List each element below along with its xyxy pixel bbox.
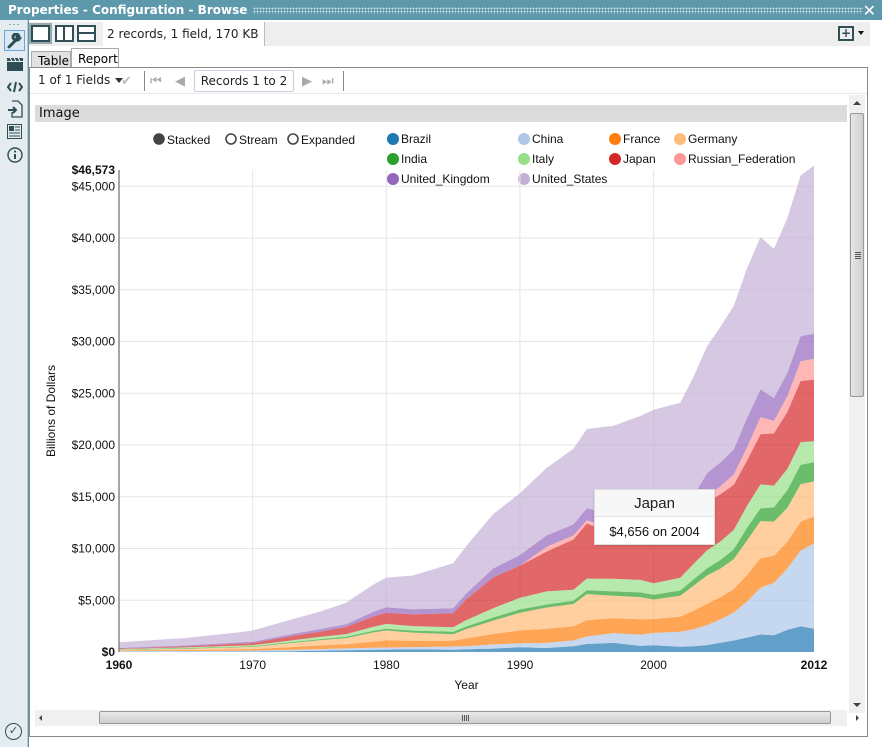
wrench-icon[interactable] xyxy=(4,30,25,51)
horizontal-scrollbar[interactable] xyxy=(35,710,859,726)
legend-swatch-brazil[interactable] xyxy=(387,133,399,145)
legend-label-italy[interactable]: Italy xyxy=(532,152,554,166)
stacked-view-button[interactable] xyxy=(77,25,96,42)
main-panel: 2 records, 1 field, 170 KB + Table Repor… xyxy=(29,20,882,747)
last-record-icon[interactable]: ⏭ xyxy=(322,74,334,89)
add-dropdown-caret[interactable] xyxy=(858,31,864,35)
legend-label-china[interactable]: China xyxy=(532,132,564,146)
area-united_states[interactable] xyxy=(119,165,814,648)
check-circle-icon: ✓ xyxy=(5,723,22,740)
chevron-down-icon xyxy=(115,78,124,83)
x-tick-label: 1960 xyxy=(106,658,133,672)
title-grip xyxy=(253,7,864,14)
legend-label-germany[interactable]: Germany xyxy=(688,132,737,146)
fields-label: 1 of 1 Fields xyxy=(38,73,111,87)
legend-swatch-russian_federation[interactable] xyxy=(674,153,686,165)
x-tick-label: 2000 xyxy=(640,658,667,672)
y-tick-label: $25,000 xyxy=(72,386,116,400)
mode-radio-stacked[interactable] xyxy=(153,133,165,145)
stacked-area-chart: Stacked Stream Expanded Brazil China France G… xyxy=(44,132,828,692)
legend-label-brazil[interactable]: Brazil xyxy=(401,132,431,146)
document-icon[interactable] xyxy=(4,121,25,142)
window-title-bar[interactable]: Properties - Configuration - Browse xyxy=(0,0,882,20)
mode-label: Stream xyxy=(239,133,278,147)
scroll-right-icon[interactable] xyxy=(856,715,859,721)
x-tick-label: 1980 xyxy=(373,658,400,672)
records-range[interactable]: Records 1 to 2 xyxy=(194,70,294,92)
legend-swatch-japan[interactable] xyxy=(609,153,621,165)
left-sidebar: ✓ xyxy=(0,20,28,747)
divider xyxy=(343,71,344,91)
side-by-side-button[interactable] xyxy=(55,25,74,42)
fields-dropdown[interactable]: 1 of 1 Fields xyxy=(38,73,124,87)
y-tick-label: $5,000 xyxy=(78,593,115,607)
close-icon[interactable]: ✕ xyxy=(862,1,876,20)
report-panel: 1 of 1 Fields ✔ ⏮ ◀ Records 1 to 2 ▶ ⏭ I… xyxy=(29,67,868,737)
code-icon[interactable] xyxy=(4,76,25,97)
chart-tooltip: Japan $4,656 on 2004 xyxy=(594,489,715,545)
legend-label-united_kingdom[interactable]: United_Kingdom xyxy=(401,172,490,186)
y-tick-label: $0 xyxy=(102,645,116,659)
mode-label: Expanded xyxy=(301,133,355,147)
y-tick-label: $20,000 xyxy=(72,438,116,452)
y-max-label: $46,573 xyxy=(72,163,116,177)
y-axis-label: Billions of Dollars xyxy=(44,365,58,457)
scroll-left-icon[interactable] xyxy=(39,715,42,721)
legend-swatch-united_states[interactable] xyxy=(518,173,530,185)
vertical-scrollbar[interactable] xyxy=(849,95,865,713)
x-axis-label: Year xyxy=(454,678,478,692)
import-icon[interactable] xyxy=(4,98,25,119)
tooltip-value: $4,656 on 2004 xyxy=(609,524,700,539)
sidebar-grip[interactable] xyxy=(8,23,20,26)
single-pane-button[interactable] xyxy=(31,25,50,42)
area-brazil[interactable] xyxy=(119,626,814,652)
tab-table[interactable]: Table xyxy=(31,51,71,68)
mode-label: Stacked xyxy=(167,133,210,147)
next-record-icon[interactable]: ▶ xyxy=(302,74,312,89)
mode-radio-expanded[interactable] xyxy=(287,133,299,145)
report-content: Image Stacked Stream Expanded Brazil China F… xyxy=(35,100,847,740)
y-tick-label: $15,000 xyxy=(72,490,116,504)
area-germany[interactable] xyxy=(119,481,814,651)
legend-label-france[interactable]: France xyxy=(623,132,661,146)
divider xyxy=(144,71,145,91)
legend-swatch-italy[interactable] xyxy=(518,153,530,165)
scroll-up-icon[interactable] xyxy=(853,101,861,105)
horizontal-scroll-thumb[interactable] xyxy=(99,711,831,724)
legend-swatch-france[interactable] xyxy=(609,133,621,145)
x-tick-label: 1990 xyxy=(507,658,534,672)
check-icon[interactable]: ✔ xyxy=(121,74,132,89)
y-tick-label: $35,000 xyxy=(72,283,116,297)
mode-radio-stream[interactable] xyxy=(225,133,237,145)
y-tick-label: $30,000 xyxy=(72,335,116,349)
legend-swatch-germany[interactable] xyxy=(674,133,686,145)
x-tick-label: 2012 xyxy=(801,658,828,672)
add-window-icon[interactable]: + xyxy=(838,26,854,41)
legend-swatch-china[interactable] xyxy=(518,133,530,145)
y-tick-label: $10,000 xyxy=(72,542,116,556)
clapperboard-icon[interactable] xyxy=(4,53,25,74)
previous-record-icon[interactable]: ◀ xyxy=(175,74,185,89)
info-icon[interactable] xyxy=(4,144,25,165)
top-toolbar: 2 records, 1 field, 170 KB + xyxy=(29,22,870,46)
window-title: Properties - Configuration - Browse xyxy=(8,3,248,17)
x-tick-label: 1970 xyxy=(239,658,266,672)
legend-label-russian_federation[interactable]: Russian_Federation xyxy=(688,152,795,166)
tooltip-title: Japan xyxy=(595,490,714,517)
section-header: Image xyxy=(35,105,847,122)
y-tick-label: $40,000 xyxy=(72,231,116,245)
y-tick-label: $45,000 xyxy=(72,179,116,193)
legend-swatch-india[interactable] xyxy=(387,153,399,165)
record-navigation: 1 of 1 Fields ✔ ⏮ ◀ Records 1 to 2 ▶ ⏭ xyxy=(30,68,867,94)
scroll-down-icon[interactable] xyxy=(853,703,861,707)
legend-swatch-united_kingdom[interactable] xyxy=(387,173,399,185)
tab-report[interactable]: Report xyxy=(71,48,119,68)
first-record-icon[interactable]: ⏮ xyxy=(150,74,162,89)
legend-label-united_states[interactable]: United_States xyxy=(532,172,607,186)
record-info: 2 records, 1 field, 170 KB xyxy=(103,22,266,46)
vertical-scroll-thumb[interactable] xyxy=(850,113,864,397)
legend-label-japan[interactable]: Japan xyxy=(623,152,656,166)
legend-label-india[interactable]: India xyxy=(401,152,427,166)
